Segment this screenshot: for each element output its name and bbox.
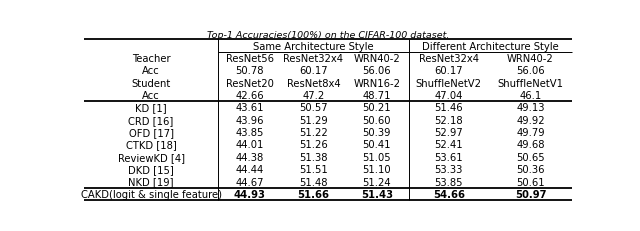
- Text: ShuffleNetV1: ShuffleNetV1: [497, 78, 564, 88]
- Text: 49.13: 49.13: [516, 103, 545, 113]
- Text: 42.66: 42.66: [236, 91, 264, 100]
- Text: ReviewKD [4]: ReviewKD [4]: [118, 152, 184, 162]
- Text: WRN40-2: WRN40-2: [353, 54, 400, 64]
- Text: 44.93: 44.93: [234, 189, 266, 199]
- Text: 51.46: 51.46: [435, 103, 463, 113]
- Text: 44.38: 44.38: [236, 152, 264, 162]
- Text: ResNet8x4: ResNet8x4: [287, 78, 340, 88]
- Text: Top-1 Accuracies(100%) on the CIFAR-100 dataset.: Top-1 Accuracies(100%) on the CIFAR-100 …: [207, 30, 449, 39]
- Text: 52.18: 52.18: [435, 115, 463, 125]
- Text: 51.38: 51.38: [299, 152, 328, 162]
- Text: 50.41: 50.41: [362, 140, 391, 150]
- Text: 56.06: 56.06: [516, 66, 545, 76]
- Text: WRN40-2: WRN40-2: [507, 54, 554, 64]
- Text: Different Architecture Style: Different Architecture Style: [422, 41, 559, 51]
- Text: 52.97: 52.97: [435, 128, 463, 137]
- Text: 50.39: 50.39: [362, 128, 391, 137]
- Text: 43.96: 43.96: [236, 115, 264, 125]
- Text: 51.22: 51.22: [299, 128, 328, 137]
- Text: 49.79: 49.79: [516, 128, 545, 137]
- Text: 50.36: 50.36: [516, 164, 545, 174]
- Text: Acc: Acc: [142, 66, 160, 76]
- Text: 50.78: 50.78: [236, 66, 264, 76]
- Text: 51.66: 51.66: [298, 189, 330, 199]
- Text: ResNet20: ResNet20: [226, 78, 274, 88]
- Text: 44.44: 44.44: [236, 164, 264, 174]
- Text: 50.21: 50.21: [362, 103, 391, 113]
- Text: 47.04: 47.04: [435, 91, 463, 100]
- Text: 51.05: 51.05: [362, 152, 391, 162]
- Text: KD [1]: KD [1]: [135, 103, 167, 113]
- Text: 51.29: 51.29: [299, 115, 328, 125]
- Text: 53.85: 53.85: [435, 177, 463, 187]
- Text: 50.57: 50.57: [299, 103, 328, 113]
- Text: 60.17: 60.17: [435, 66, 463, 76]
- Text: 51.51: 51.51: [299, 164, 328, 174]
- Text: 43.85: 43.85: [236, 128, 264, 137]
- Text: 53.61: 53.61: [435, 152, 463, 162]
- Text: Same Architecture Style: Same Architecture Style: [253, 41, 374, 51]
- Text: 49.68: 49.68: [516, 140, 545, 150]
- Text: 44.01: 44.01: [236, 140, 264, 150]
- Text: 48.71: 48.71: [362, 91, 391, 100]
- Text: 50.60: 50.60: [362, 115, 391, 125]
- Text: 51.24: 51.24: [362, 177, 391, 187]
- Text: Teacher: Teacher: [132, 54, 170, 64]
- Text: 49.92: 49.92: [516, 115, 545, 125]
- Text: 53.33: 53.33: [435, 164, 463, 174]
- Text: DKD [15]: DKD [15]: [128, 164, 174, 174]
- Text: 51.43: 51.43: [361, 189, 393, 199]
- Text: ResNet32x4: ResNet32x4: [419, 54, 479, 64]
- Text: 60.17: 60.17: [299, 66, 328, 76]
- Text: ResNet56: ResNet56: [226, 54, 274, 64]
- Text: 51.26: 51.26: [299, 140, 328, 150]
- Text: 56.06: 56.06: [362, 66, 391, 76]
- Text: 44.67: 44.67: [236, 177, 264, 187]
- Text: CRD [16]: CRD [16]: [129, 115, 173, 125]
- Text: 43.61: 43.61: [236, 103, 264, 113]
- Text: Acc: Acc: [142, 91, 160, 100]
- Text: 52.41: 52.41: [435, 140, 463, 150]
- Text: 47.2: 47.2: [302, 91, 324, 100]
- Text: 51.10: 51.10: [362, 164, 391, 174]
- Text: 51.48: 51.48: [299, 177, 328, 187]
- Text: ResNet32x4: ResNet32x4: [284, 54, 343, 64]
- Text: Student: Student: [131, 78, 171, 88]
- Text: ShuffleNetV2: ShuffleNetV2: [416, 78, 482, 88]
- Text: OFD [17]: OFD [17]: [129, 128, 173, 137]
- Text: 50.97: 50.97: [515, 189, 547, 199]
- Text: 46.1: 46.1: [520, 91, 541, 100]
- Text: 50.65: 50.65: [516, 152, 545, 162]
- Text: 50.61: 50.61: [516, 177, 545, 187]
- Text: NKD [19]: NKD [19]: [129, 177, 174, 187]
- Text: CTKD [18]: CTKD [18]: [125, 140, 177, 150]
- Text: 54.66: 54.66: [433, 189, 465, 199]
- Text: CAKD(logit & single feature): CAKD(logit & single feature): [81, 189, 221, 199]
- Text: WRN16-2: WRN16-2: [353, 78, 400, 88]
